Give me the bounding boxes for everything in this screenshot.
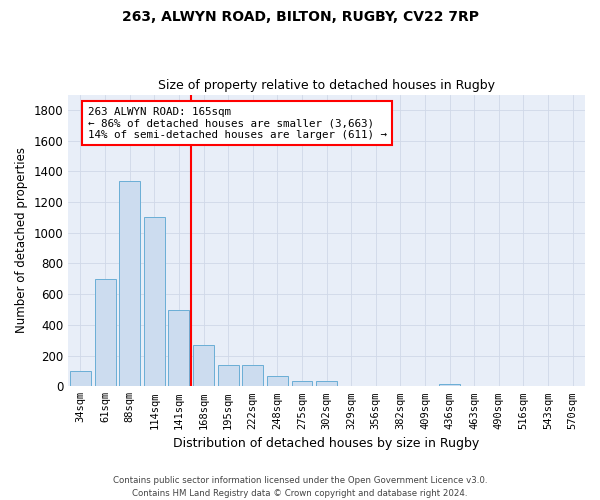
Bar bbox=[95, 279, 116, 386]
Text: 263, ALWYN ROAD, BILTON, RUGBY, CV22 7RP: 263, ALWYN ROAD, BILTON, RUGBY, CV22 7RP bbox=[121, 10, 479, 24]
Bar bbox=[169, 310, 190, 386]
Bar bbox=[292, 381, 313, 386]
Bar bbox=[193, 345, 214, 387]
Bar bbox=[218, 365, 239, 386]
Bar bbox=[144, 218, 165, 386]
Bar bbox=[439, 384, 460, 386]
Text: Contains public sector information licensed under the Open Government Licence v3: Contains public sector information licen… bbox=[113, 476, 487, 485]
Bar bbox=[316, 381, 337, 386]
Text: Contains HM Land Registry data © Crown copyright and database right 2024.: Contains HM Land Registry data © Crown c… bbox=[132, 488, 468, 498]
Bar bbox=[242, 365, 263, 386]
Title: Size of property relative to detached houses in Rugby: Size of property relative to detached ho… bbox=[158, 79, 495, 92]
Text: 263 ALWYN ROAD: 165sqm
← 86% of detached houses are smaller (3,663)
14% of semi-: 263 ALWYN ROAD: 165sqm ← 86% of detached… bbox=[88, 107, 387, 140]
Y-axis label: Number of detached properties: Number of detached properties bbox=[15, 148, 28, 334]
Bar bbox=[70, 371, 91, 386]
Bar bbox=[119, 180, 140, 386]
X-axis label: Distribution of detached houses by size in Rugby: Distribution of detached houses by size … bbox=[173, 437, 480, 450]
Bar bbox=[267, 376, 288, 386]
